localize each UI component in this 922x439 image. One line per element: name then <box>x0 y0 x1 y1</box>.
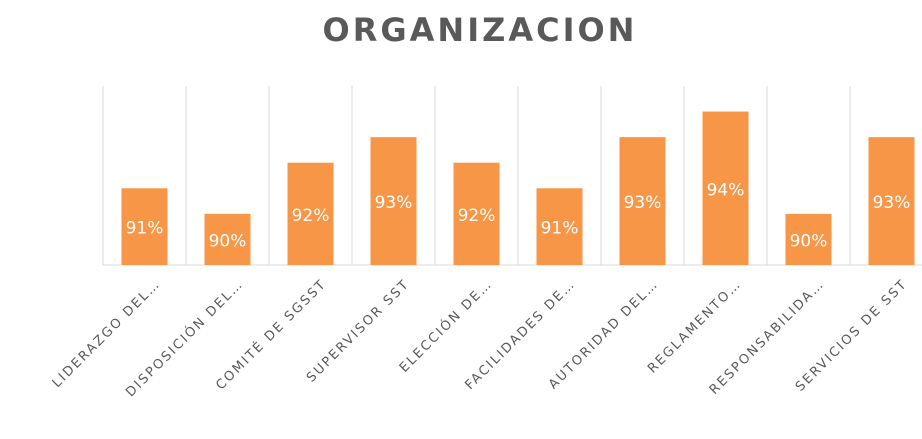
x-tick-label: REGLAMENTO… <box>645 277 745 377</box>
data-label: 90% <box>790 231 828 251</box>
bar <box>121 188 168 265</box>
data-label: 93% <box>873 193 911 213</box>
bar <box>785 213 832 265</box>
data-label: 91% <box>126 219 164 239</box>
bar <box>619 137 666 265</box>
bar <box>868 137 915 265</box>
x-tick-label: ELECCIÓN DE… <box>396 276 496 376</box>
chart-title: ORGANIZACION <box>323 11 638 49</box>
data-label: 92% <box>292 206 330 226</box>
bar <box>370 137 417 265</box>
data-label: 93% <box>624 193 662 213</box>
data-label: 92% <box>458 206 496 226</box>
data-label: 94% <box>707 180 745 200</box>
bar <box>204 213 251 265</box>
bar <box>453 162 500 265</box>
data-label: 90% <box>209 231 247 251</box>
bar <box>702 111 749 265</box>
bar <box>536 188 583 265</box>
bar <box>287 162 334 265</box>
data-label: 91% <box>541 219 579 239</box>
data-label: 93% <box>375 193 413 213</box>
